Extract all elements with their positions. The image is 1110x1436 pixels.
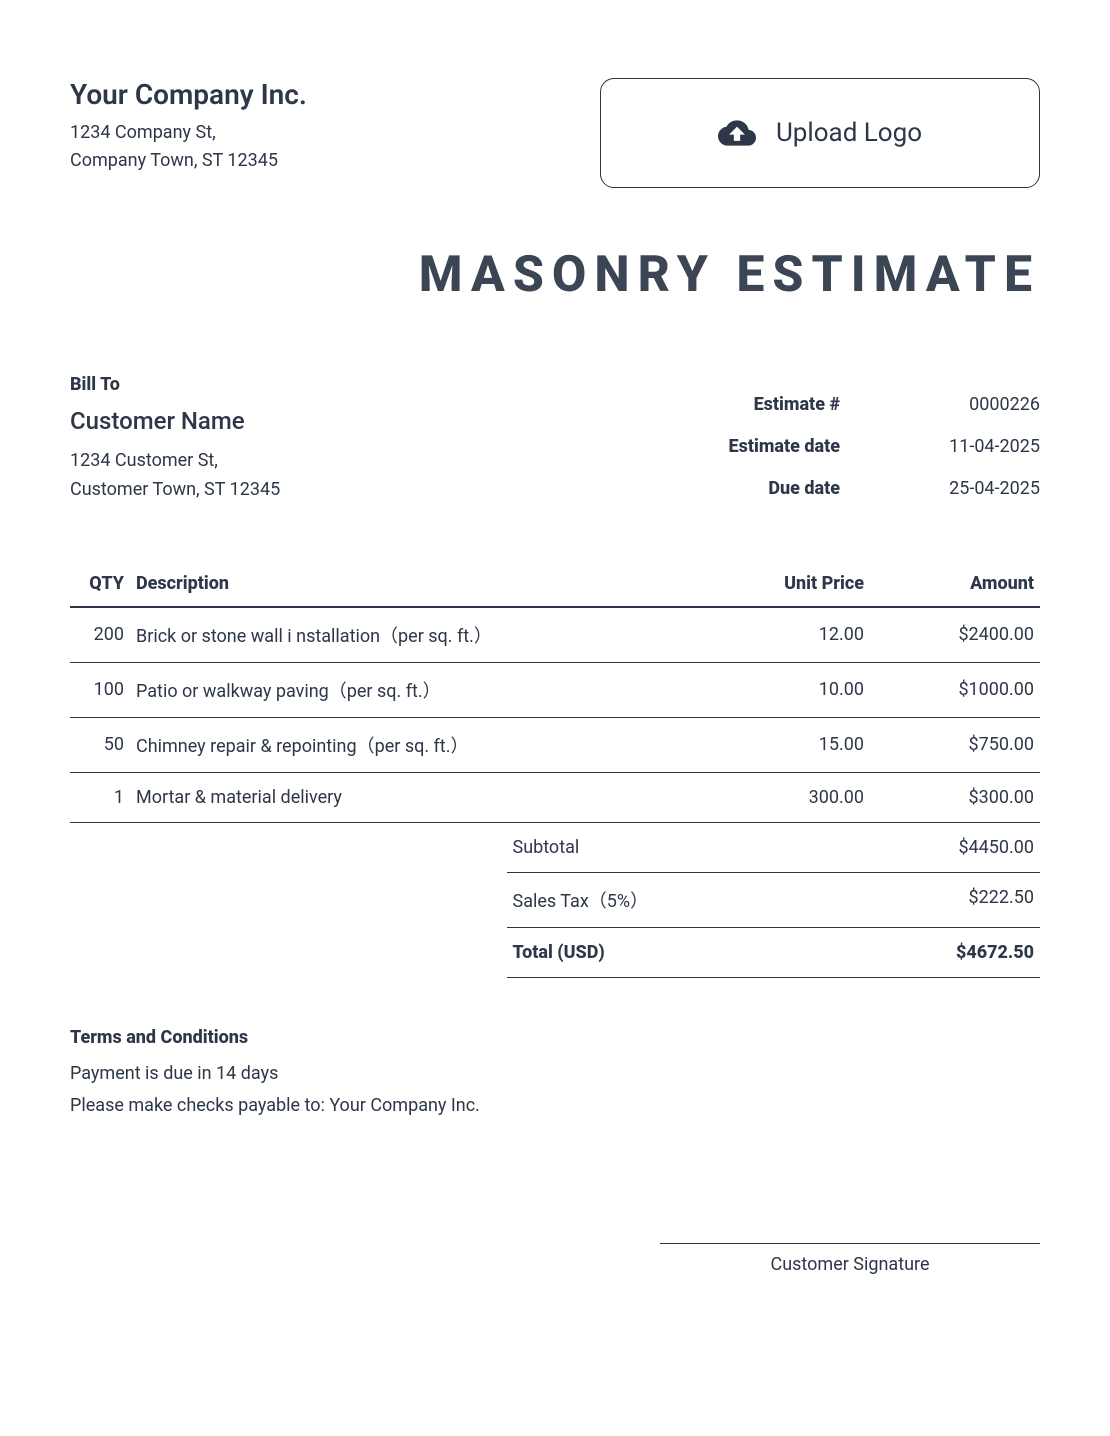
cell-amount: $2400.00 xyxy=(870,607,1040,663)
table-row: 1Mortar & material delivery300.00$300.00 xyxy=(70,772,1040,822)
bill-to-block: Bill To Customer Name 1234 Customer St, … xyxy=(70,374,280,505)
table-row: 200Brick or stone wall i nstallation（per… xyxy=(70,607,1040,663)
estimate-date: 11-04-2025 xyxy=(880,436,1040,462)
company-block: Your Company Inc. 1234 Company St, Compa… xyxy=(70,78,307,175)
upload-logo-button[interactable]: Upload Logo xyxy=(600,78,1040,188)
total-label: Total (USD) xyxy=(513,942,605,963)
tax-label: Sales Tax（5%） xyxy=(513,887,649,913)
header-unit-price: Unit Price xyxy=(700,565,870,607)
estimate-number-label: Estimate # xyxy=(728,394,840,420)
subtotal-value: $4450.00 xyxy=(958,837,1034,858)
tax-value: $222.50 xyxy=(969,887,1034,913)
table-header-row: QTY Description Unit Price Amount xyxy=(70,565,1040,607)
company-address: 1234 Company St, Company Town, ST 12345 xyxy=(70,119,307,175)
cell-unit-price: 10.00 xyxy=(700,662,870,717)
cell-qty: 50 xyxy=(70,717,130,772)
header-description: Description xyxy=(130,565,700,607)
due-date-label: Due date xyxy=(728,478,840,504)
cloud-upload-icon xyxy=(718,114,756,152)
document-title: MASONRY ESTIMATE xyxy=(70,246,1040,304)
totals-block: Subtotal $4450.00 Sales Tax（5%） $222.50 … xyxy=(507,823,1041,978)
customer-name: Customer Name xyxy=(70,407,280,435)
total-row: Total (USD) $4672.50 xyxy=(507,928,1041,978)
header-amount: Amount xyxy=(870,565,1040,607)
cell-description: Patio or walkway paving（per sq. ft.） xyxy=(130,662,700,717)
info-row: Bill To Customer Name 1234 Customer St, … xyxy=(70,374,1040,505)
terms-line1: Payment is due in 14 days xyxy=(70,1058,1040,1090)
cell-description: Chimney repair & repointing（per sq. ft.） xyxy=(130,717,700,772)
estimate-number: 0000226 xyxy=(880,394,1040,420)
estimate-page: Your Company Inc. 1234 Company St, Compa… xyxy=(70,78,1040,1275)
subtotal-label: Subtotal xyxy=(513,837,580,858)
company-address-line2: Company Town, ST 12345 xyxy=(70,147,307,175)
signature-block: Customer Signature xyxy=(660,1243,1040,1275)
bill-to-heading: Bill To xyxy=(70,374,280,395)
terms-block: Terms and Conditions Payment is due in 1… xyxy=(70,1022,1040,1123)
cell-qty: 100 xyxy=(70,662,130,717)
header-row: Your Company Inc. 1234 Company St, Compa… xyxy=(70,78,1040,188)
customer-address-line1: 1234 Customer St, xyxy=(70,447,280,476)
estimate-meta: Estimate # 0000226 Estimate date 11-04-2… xyxy=(728,394,1040,505)
cell-unit-price: 300.00 xyxy=(700,772,870,822)
cell-amount: $750.00 xyxy=(870,717,1040,772)
cell-qty: 1 xyxy=(70,772,130,822)
cell-description: Mortar & material delivery xyxy=(130,772,700,822)
company-address-line1: 1234 Company St, xyxy=(70,119,307,147)
subtotal-row: Subtotal $4450.00 xyxy=(507,823,1041,873)
customer-address-line2: Customer Town, ST 12345 xyxy=(70,476,280,505)
cell-amount: $1000.00 xyxy=(870,662,1040,717)
tax-row: Sales Tax（5%） $222.50 xyxy=(507,873,1041,928)
cell-unit-price: 12.00 xyxy=(700,607,870,663)
terms-heading: Terms and Conditions xyxy=(70,1022,1040,1054)
estimate-date-label: Estimate date xyxy=(728,436,840,462)
cell-description: Brick or stone wall i nstallation（per sq… xyxy=(130,607,700,663)
table-row: 50Chimney repair & repointing（per sq. ft… xyxy=(70,717,1040,772)
items-table: QTY Description Unit Price Amount 200Bri… xyxy=(70,565,1040,823)
customer-address: 1234 Customer St, Customer Town, ST 1234… xyxy=(70,447,280,505)
company-name: Your Company Inc. xyxy=(70,78,307,111)
cell-unit-price: 15.00 xyxy=(700,717,870,772)
upload-logo-label: Upload Logo xyxy=(776,118,922,148)
cell-qty: 200 xyxy=(70,607,130,663)
due-date: 25-04-2025 xyxy=(880,478,1040,504)
total-value: $4672.50 xyxy=(956,942,1034,963)
terms-line2: Please make checks payable to: Your Comp… xyxy=(70,1090,1040,1122)
table-row: 100Patio or walkway paving（per sq. ft.）1… xyxy=(70,662,1040,717)
header-qty: QTY xyxy=(70,565,130,607)
signature-label: Customer Signature xyxy=(660,1243,1040,1275)
cell-amount: $300.00 xyxy=(870,772,1040,822)
